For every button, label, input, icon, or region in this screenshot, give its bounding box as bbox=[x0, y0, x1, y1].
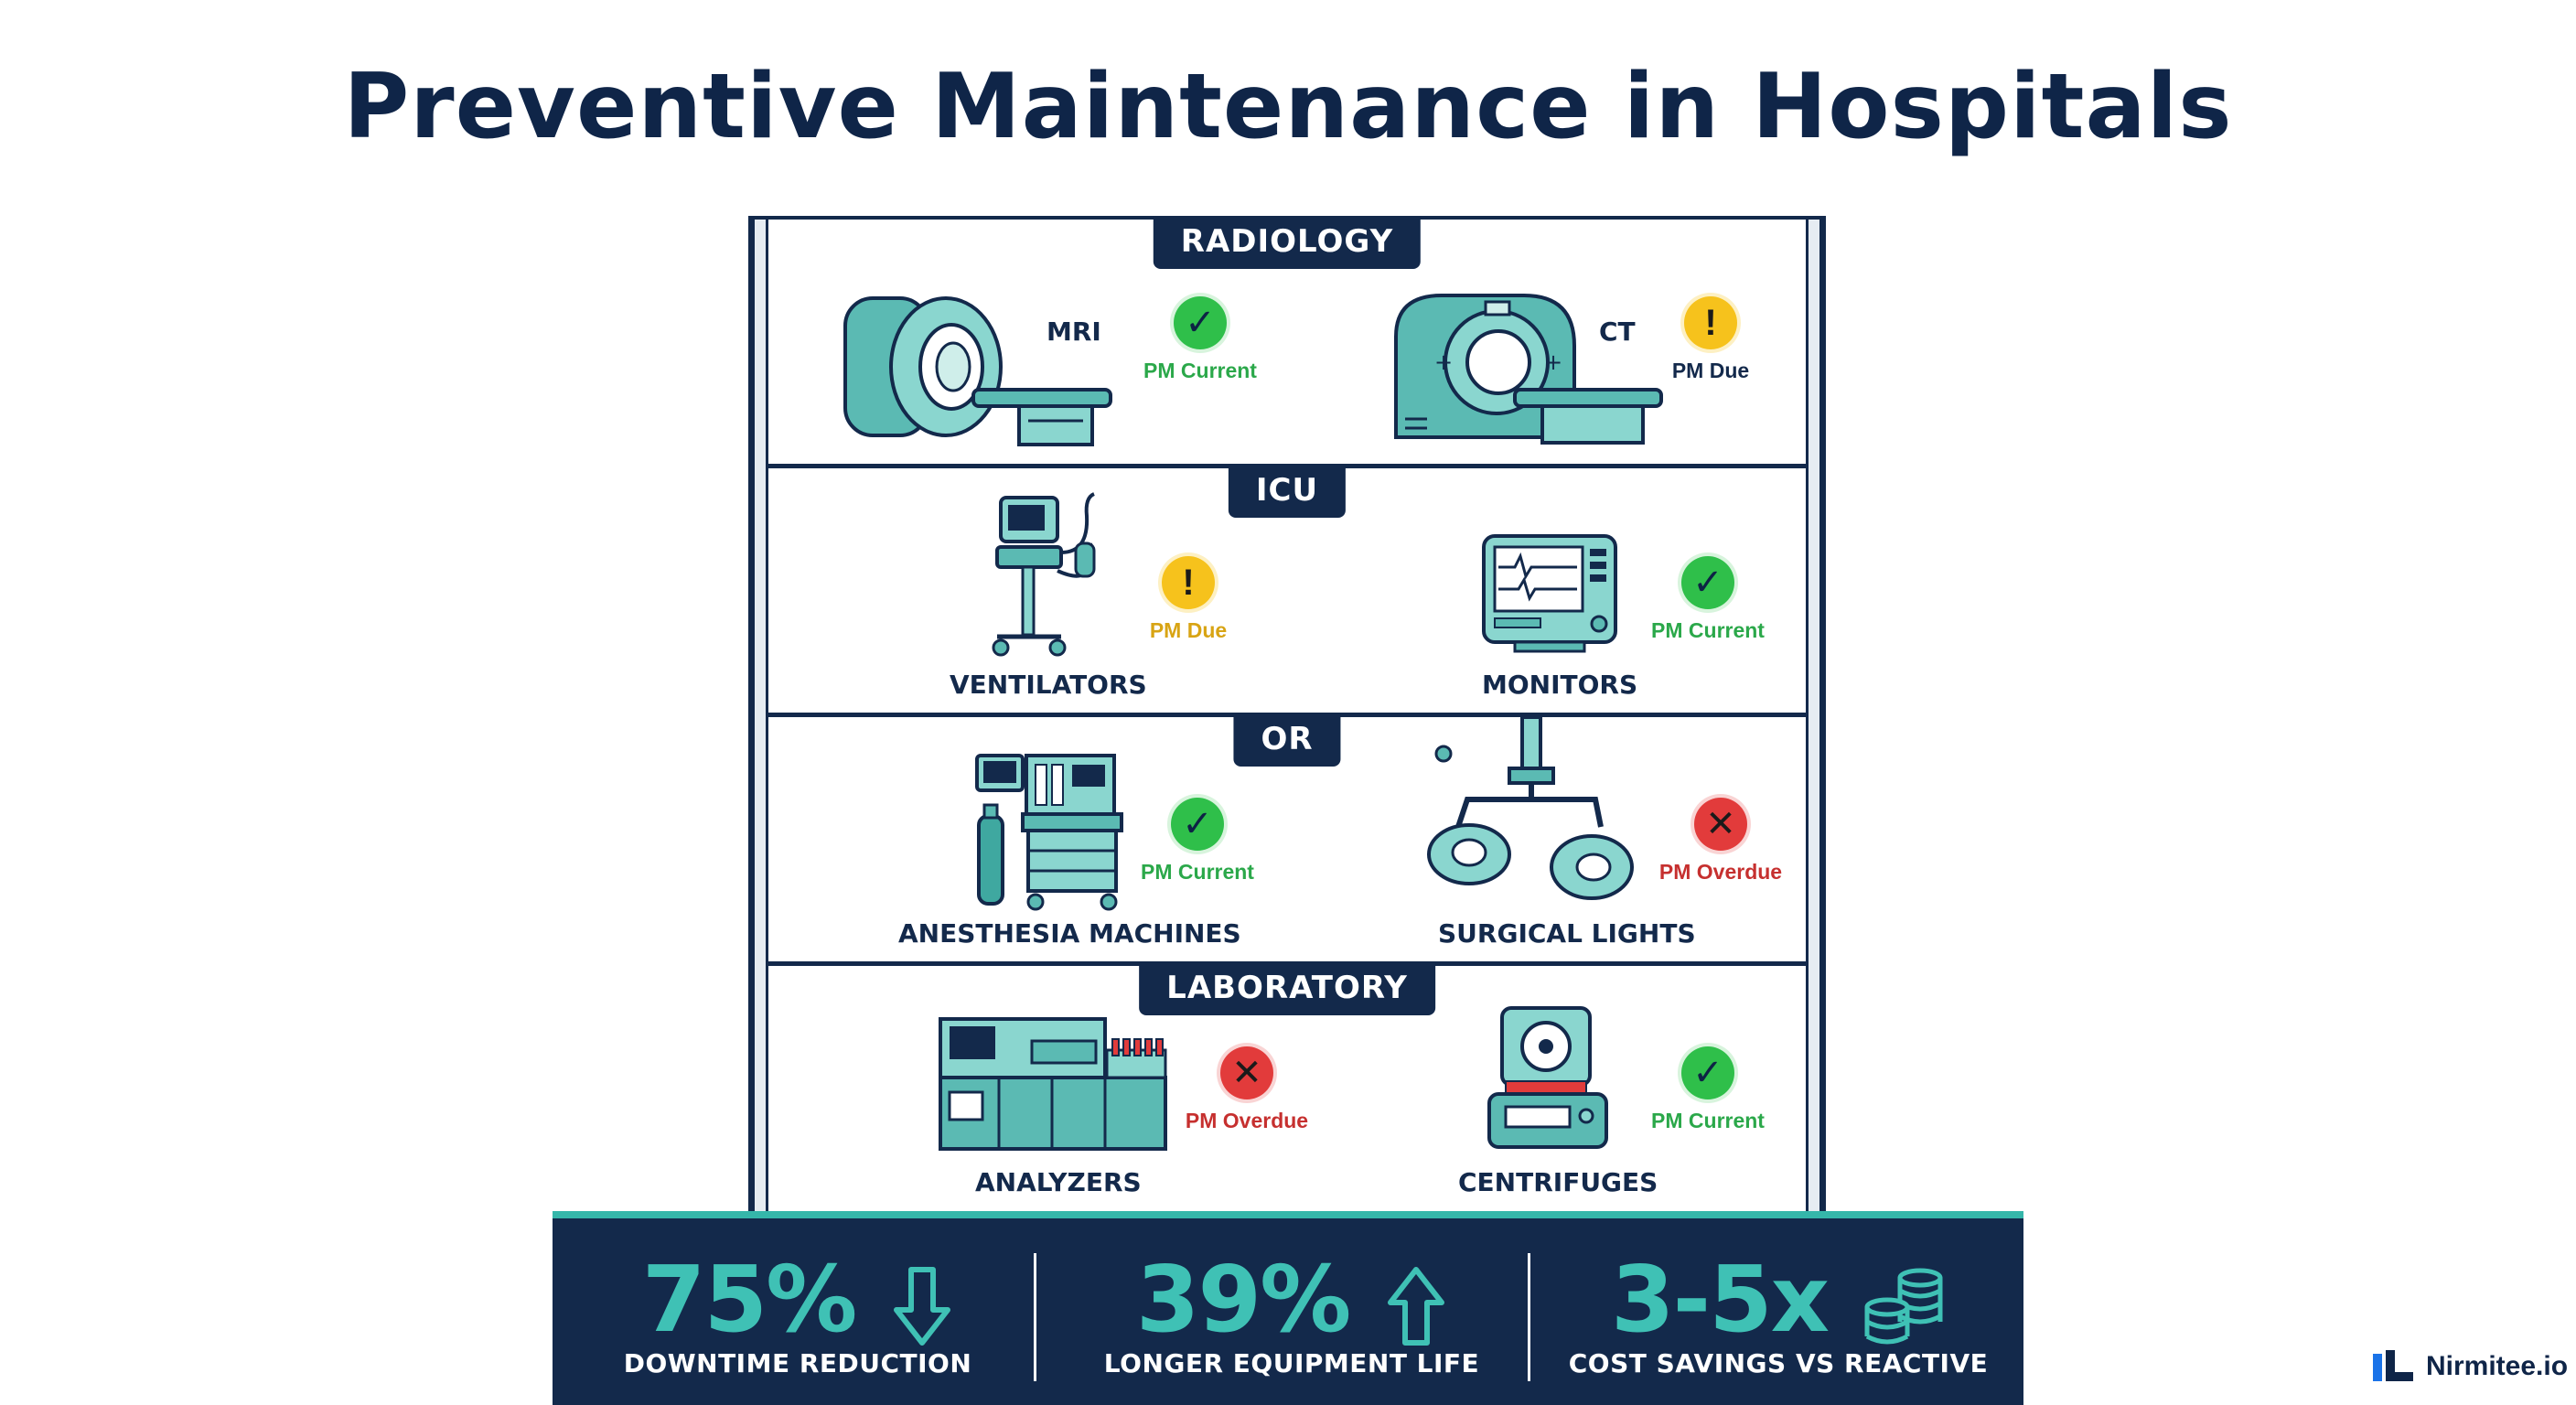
equipment-name-analyzers: ANALYZERS bbox=[975, 1167, 1142, 1197]
stat-value-cost-savings: 3-5x bbox=[1533, 1246, 2023, 1353]
surgical-light-icon bbox=[1422, 717, 1641, 909]
mri-scanner-icon bbox=[836, 282, 1120, 456]
dept-label-laboratory: LABORATORY bbox=[1139, 962, 1435, 1015]
patient-monitor-icon bbox=[1478, 529, 1621, 657]
floor-laboratory: LABORATORY ANALYZERS ✕ PM Ove bbox=[768, 962, 1806, 1215]
centrifuge-icon bbox=[1484, 1003, 1612, 1158]
status-text-analyzers: PM Overdue bbox=[1185, 1109, 1309, 1132]
equipment-name-mri: MRI bbox=[1046, 316, 1101, 347]
coin-stack-icon bbox=[1864, 1268, 1943, 1345]
lab-analyzer-icon bbox=[933, 1014, 1171, 1160]
anesthesia-machine-icon bbox=[971, 750, 1136, 915]
page-title: Preventive Maintenance in Hospitals bbox=[343, 55, 2233, 159]
exclamation-icon: ! bbox=[1684, 296, 1737, 349]
equipment-name-surgical-lights: SURGICAL LIGHTS bbox=[1438, 918, 1696, 949]
status-centrifuges: ✓ PM Current bbox=[1639, 1046, 1776, 1133]
arrow-down-icon bbox=[894, 1266, 951, 1346]
status-surgical-lights: ✕ PM Overdue bbox=[1652, 798, 1789, 885]
brand-logo: Nirmitee.io bbox=[2373, 1350, 2568, 1383]
equipment-name-ct: CT bbox=[1599, 316, 1636, 347]
stats-banner: 75% DOWNTIME REDUCTION 39% LONGER EQUIPM… bbox=[553, 1211, 2023, 1405]
svg-text:+: + bbox=[1544, 349, 1562, 375]
equipment-name-anesthesia-machines: ANESTHESIA MACHINES bbox=[898, 918, 1241, 949]
hospital-building: RADIOLOGY MRI ✓ PM Current + bbox=[748, 216, 1826, 1215]
stat-label-equipment-life: LONGER EQUIPMENT LIFE bbox=[1103, 1348, 1480, 1378]
status-text-surgical-lights: PM Overdue bbox=[1658, 860, 1783, 884]
svg-text:+: + bbox=[1434, 349, 1453, 375]
status-text-mri: PM Current bbox=[1143, 359, 1257, 382]
floor-or: OR ANESTHESIA MACHINES ✓ PM C bbox=[768, 713, 1806, 966]
exclamation-icon: ! bbox=[1162, 556, 1215, 609]
equipment-name-monitors: MONITORS bbox=[1482, 670, 1638, 700]
status-text-ventilators: PM Due bbox=[1149, 618, 1228, 642]
status-ct: ! PM Due bbox=[1647, 296, 1775, 383]
check-icon: ✓ bbox=[1681, 1046, 1734, 1099]
ct-scanner-icon: + + bbox=[1387, 282, 1670, 456]
dept-label-icu: ICU bbox=[1228, 465, 1347, 518]
stat-cost-savings: 3-5x COST SAVINGS VS REACTIVE bbox=[1533, 1218, 2023, 1405]
status-text-ct: PM Due bbox=[1671, 359, 1750, 382]
status-monitors: ✓ PM Current bbox=[1639, 556, 1776, 643]
floor-icu: ICU VENTILATORS ! PM Due bbox=[768, 465, 1806, 717]
nirmitee-logo-icon bbox=[2373, 1350, 2413, 1381]
status-anesthesia-machines: ✓ PM Current bbox=[1129, 798, 1266, 885]
x-icon: ✕ bbox=[1220, 1046, 1273, 1099]
stat-downtime: 75% DOWNTIME REDUCTION bbox=[553, 1218, 1043, 1405]
status-ventilators: ! PM Due bbox=[1129, 556, 1248, 643]
dept-label-radiology: RADIOLOGY bbox=[1153, 216, 1422, 269]
status-text-centrifuges: PM Current bbox=[1651, 1109, 1765, 1132]
arrow-up-icon bbox=[1388, 1266, 1445, 1346]
status-mri: ✓ PM Current bbox=[1136, 296, 1264, 383]
status-analyzers: ✕ PM Overdue bbox=[1178, 1046, 1315, 1133]
stat-value-downtime: 75% bbox=[553, 1246, 1043, 1353]
right-pillar bbox=[1806, 220, 1822, 1215]
floor-radiology: RADIOLOGY MRI ✓ PM Current + bbox=[768, 216, 1806, 468]
brand-name: Nirmitee.io bbox=[2426, 1351, 2569, 1381]
ventilator-icon bbox=[988, 488, 1107, 662]
stat-divider bbox=[1034, 1253, 1036, 1381]
left-pillar bbox=[752, 220, 768, 1215]
dept-label-or: OR bbox=[1233, 713, 1341, 767]
status-text-monitors: PM Current bbox=[1651, 618, 1765, 642]
stat-equipment-life: 39% LONGER EQUIPMENT LIFE bbox=[1046, 1218, 1537, 1405]
stat-divider bbox=[1528, 1253, 1530, 1381]
status-text-anesthesia-machines: PM Current bbox=[1141, 860, 1254, 884]
check-icon: ✓ bbox=[1681, 556, 1734, 609]
x-icon: ✕ bbox=[1694, 798, 1747, 851]
stat-value-equipment-life: 39% bbox=[1046, 1246, 1537, 1353]
stat-label-downtime: DOWNTIME REDUCTION bbox=[623, 1348, 972, 1378]
stat-label-cost-savings: COST SAVINGS VS REACTIVE bbox=[1568, 1348, 1989, 1378]
equipment-name-centrifuges: CENTRIFUGES bbox=[1458, 1167, 1658, 1197]
check-icon: ✓ bbox=[1174, 296, 1227, 349]
equipment-name-ventilators: VENTILATORS bbox=[950, 670, 1147, 700]
check-icon: ✓ bbox=[1171, 798, 1224, 851]
